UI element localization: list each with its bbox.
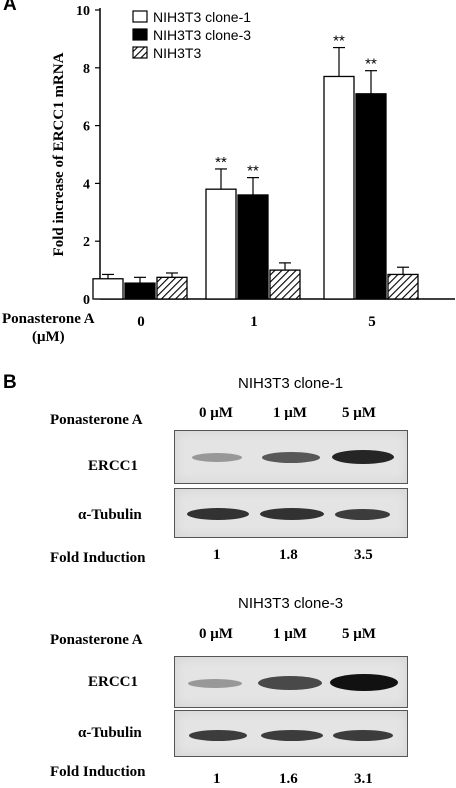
row-label-ercc1: ERCC1 <box>88 674 139 690</box>
bar <box>156 276 188 300</box>
band <box>262 452 320 463</box>
ercc1-blot-strip <box>174 656 408 708</box>
significance-marker: ** <box>247 163 259 180</box>
treatment-label: Ponasterone A <box>50 632 143 648</box>
band <box>332 450 394 464</box>
band <box>261 730 323 741</box>
y-axis-label: Fold increase of ERCC1 mRNA <box>51 52 67 256</box>
legend-label: NIH3T3 <box>153 45 201 61</box>
bar <box>92 278 124 300</box>
legend-label: NIH3T3 clone-3 <box>153 27 251 43</box>
bar <box>205 188 237 300</box>
condition-label: 5 μM <box>342 626 376 642</box>
tubulin-blot-strip <box>174 710 408 757</box>
band <box>192 453 242 462</box>
band <box>333 730 393 741</box>
fold-label: Fold Induction <box>50 550 146 566</box>
treatment-label-line2: (μM) <box>32 329 65 345</box>
panel-b-letter: B <box>3 372 17 393</box>
tubulin-blot-strip <box>174 488 408 538</box>
significance-marker: ** <box>365 56 377 73</box>
fold-value: 1.6 <box>279 771 298 787</box>
fold-value: 3.1 <box>354 771 373 787</box>
fold-value: 1 <box>213 771 221 787</box>
row-label-tubulin: α-Tubulin <box>78 725 142 741</box>
legend-swatch <box>132 46 148 59</box>
band <box>335 509 390 520</box>
band <box>188 679 242 688</box>
bar <box>323 75 355 300</box>
condition-label: 0 μM <box>199 405 233 421</box>
y-tick-label: 0 <box>83 293 90 308</box>
condition-label: 0 μM <box>199 626 233 642</box>
band <box>187 508 249 520</box>
y-tick-label: 8 <box>83 62 90 77</box>
treatment-label: Ponasterone A <box>50 412 143 428</box>
row-label-tubulin: α-Tubulin <box>78 507 142 523</box>
fold-label: Fold Induction <box>50 764 146 780</box>
band <box>260 508 324 520</box>
band <box>330 674 398 691</box>
band <box>189 730 247 741</box>
y-tick-label: 10 <box>76 4 90 19</box>
legend-label: NIH3T3 clone-1 <box>153 9 251 25</box>
bar-chart: 0 2 4 6 8 10 Fold increase of ERCC1 mRNA 0 1 5 ** *… <box>51 4 455 330</box>
x-tick-label: 0 <box>137 314 145 330</box>
bar <box>387 273 419 300</box>
y-tick-label: 6 <box>83 120 90 135</box>
treatment-label-line1: Ponasterone A <box>2 311 95 327</box>
bar <box>355 93 387 300</box>
blot-title: NIH3T3 clone-1 <box>238 375 344 392</box>
fold-value: 1 <box>213 547 221 563</box>
x-tick-label: 1 <box>250 314 258 330</box>
bar <box>269 269 301 300</box>
band <box>258 676 322 690</box>
legend-swatch <box>132 28 148 41</box>
condition-label: 5 μM <box>342 405 376 421</box>
bar <box>124 282 156 300</box>
ercc1-blot-strip <box>174 430 408 484</box>
fold-value: 1.8 <box>279 547 298 563</box>
condition-label: 1 μM <box>273 405 307 421</box>
significance-marker: ** <box>215 154 227 171</box>
panel-a-letter: A <box>3 0 17 15</box>
y-tick-label: 4 <box>83 177 90 192</box>
fold-value: 3.5 <box>354 547 373 563</box>
x-tick-label: 5 <box>368 314 376 330</box>
legend-swatch <box>132 10 148 23</box>
bar <box>237 194 269 300</box>
condition-label: 1 μM <box>273 626 307 642</box>
blot-title: NIH3T3 clone-3 <box>238 595 344 612</box>
y-tick-label: 2 <box>83 235 90 250</box>
significance-marker: ** <box>333 33 345 50</box>
row-label-ercc1: ERCC1 <box>88 458 139 474</box>
